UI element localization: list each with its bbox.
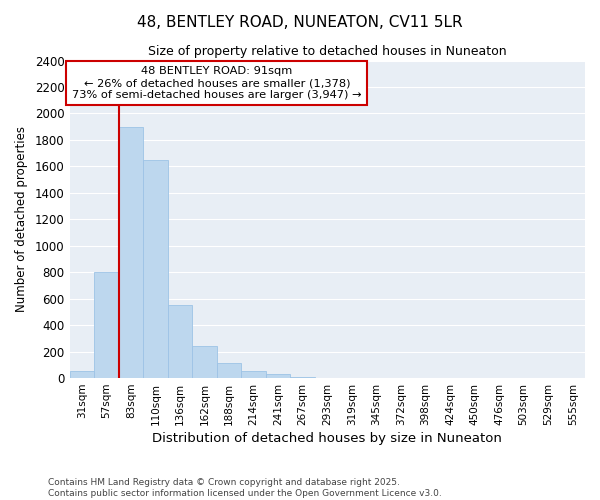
Bar — [266, 374, 290, 378]
Y-axis label: Number of detached properties: Number of detached properties — [15, 126, 28, 312]
Bar — [192, 346, 217, 378]
Text: 48 BENTLEY ROAD: 91sqm
← 26% of detached houses are smaller (1,378)
73% of semi-: 48 BENTLEY ROAD: 91sqm ← 26% of detached… — [72, 66, 362, 100]
Bar — [70, 372, 94, 378]
Bar — [241, 371, 266, 378]
Title: Size of property relative to detached houses in Nuneaton: Size of property relative to detached ho… — [148, 45, 506, 58]
Bar — [168, 306, 192, 378]
Bar — [143, 160, 168, 378]
Text: 48, BENTLEY ROAD, NUNEATON, CV11 5LR: 48, BENTLEY ROAD, NUNEATON, CV11 5LR — [137, 15, 463, 30]
Bar — [119, 126, 143, 378]
Text: Contains HM Land Registry data © Crown copyright and database right 2025.
Contai: Contains HM Land Registry data © Crown c… — [48, 478, 442, 498]
X-axis label: Distribution of detached houses by size in Nuneaton: Distribution of detached houses by size … — [152, 432, 502, 445]
Bar — [94, 272, 119, 378]
Bar — [217, 363, 241, 378]
